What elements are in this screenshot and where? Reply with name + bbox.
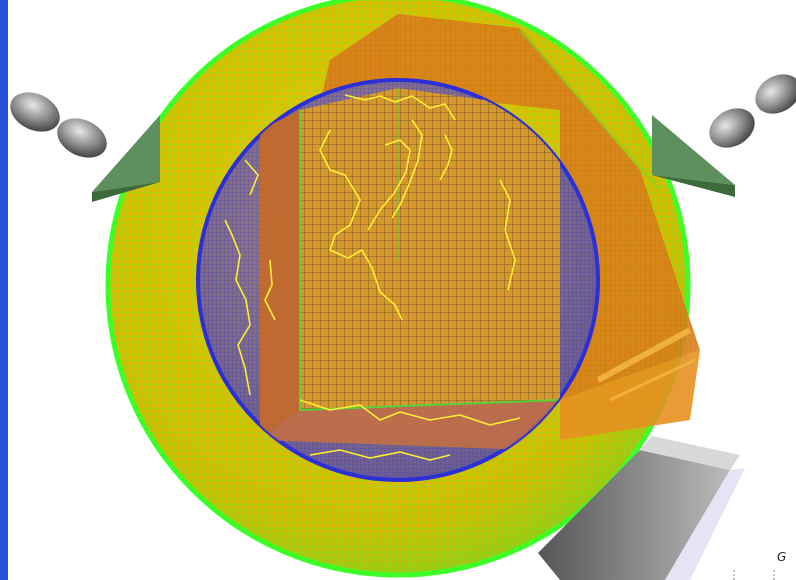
coastlines xyxy=(224,94,521,461)
left-accent-bar xyxy=(0,0,8,580)
bottom-tick-marks xyxy=(733,570,775,580)
grey-block-icon xyxy=(538,436,745,580)
green-wedge-icon xyxy=(652,115,735,197)
green-wedge-icon xyxy=(92,115,160,202)
grey-ellipse-icon xyxy=(10,92,107,158)
core-cutaway xyxy=(260,88,561,450)
corner-label: G xyxy=(777,550,787,564)
grey-ellipse-icon xyxy=(709,74,796,148)
